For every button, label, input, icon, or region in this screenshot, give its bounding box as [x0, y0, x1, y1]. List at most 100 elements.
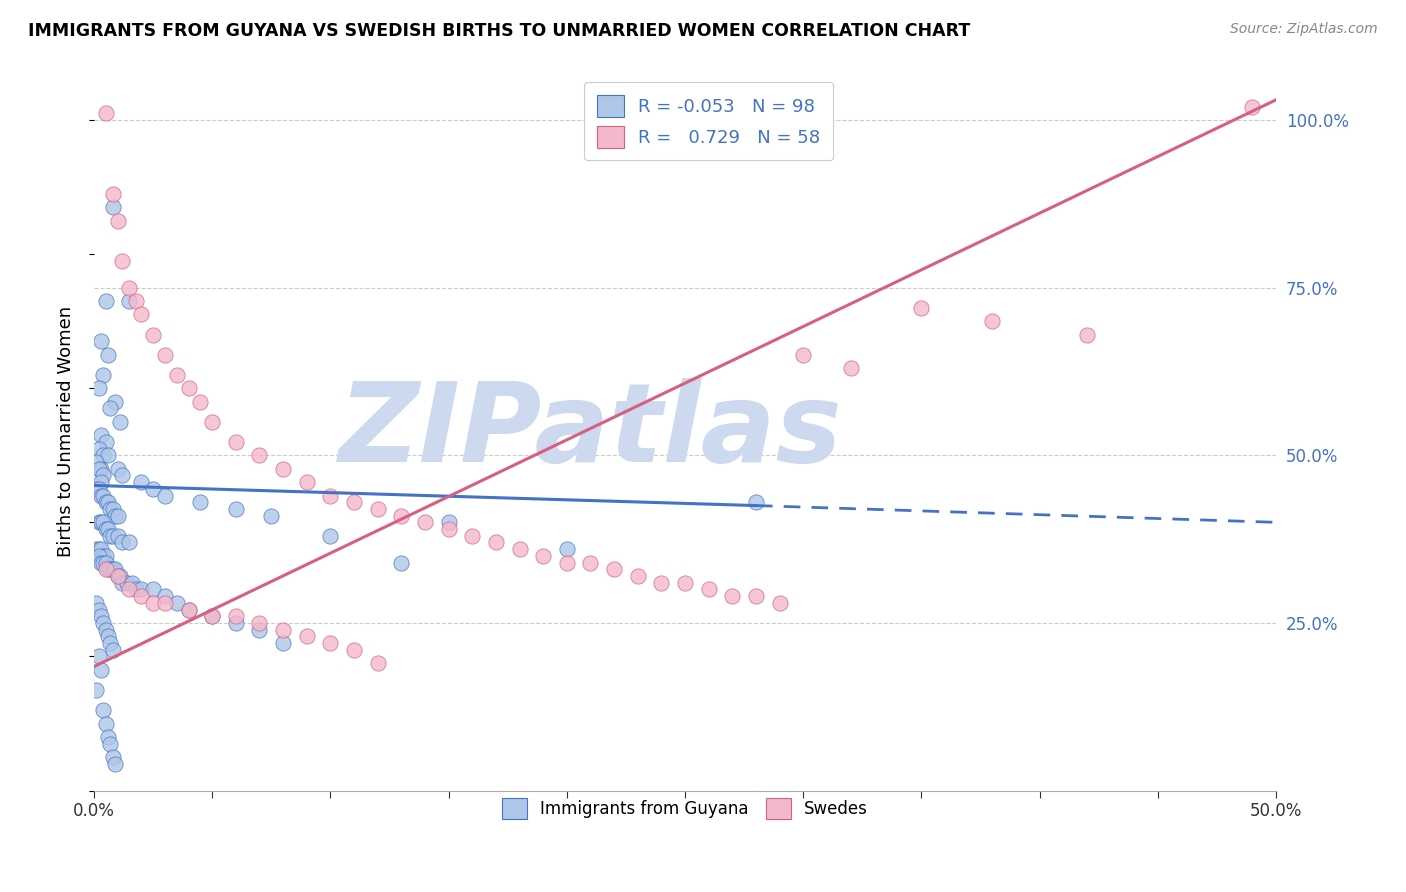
Point	[697, 582, 720, 597]
Point	[249, 623, 271, 637]
Point	[461, 529, 484, 543]
Point	[94, 562, 117, 576]
Point	[188, 394, 211, 409]
Point	[90, 609, 112, 624]
Point	[107, 213, 129, 227]
Point	[115, 575, 138, 590]
Point	[1241, 99, 1264, 113]
Point	[142, 482, 165, 496]
Point	[104, 394, 127, 409]
Point	[343, 642, 366, 657]
Point	[188, 495, 211, 509]
Point	[839, 361, 862, 376]
Point	[201, 609, 224, 624]
Point	[721, 589, 744, 603]
Point	[90, 516, 112, 530]
Point	[93, 615, 115, 630]
Point	[249, 615, 271, 630]
Point	[94, 716, 117, 731]
Point	[792, 348, 814, 362]
Point	[111, 468, 134, 483]
Point	[153, 488, 176, 502]
Point	[100, 562, 122, 576]
Point	[603, 562, 626, 576]
Point	[104, 508, 127, 523]
Point	[101, 642, 124, 657]
Point	[125, 582, 148, 597]
Point	[177, 381, 200, 395]
Point	[166, 368, 188, 382]
Point	[201, 609, 224, 624]
Point	[93, 703, 115, 717]
Point	[93, 549, 115, 563]
Point	[94, 434, 117, 449]
Point	[1076, 327, 1098, 342]
Point	[94, 556, 117, 570]
Point	[177, 602, 200, 616]
Point	[94, 549, 117, 563]
Y-axis label: Births to Unmarried Women: Births to Unmarried Women	[58, 306, 75, 558]
Point	[910, 301, 932, 315]
Point	[100, 401, 122, 416]
Point	[94, 293, 117, 308]
Point	[225, 502, 247, 516]
Point	[101, 750, 124, 764]
Point	[225, 434, 247, 449]
Point	[97, 448, 120, 462]
Point	[84, 455, 107, 469]
Point	[93, 556, 115, 570]
Point	[97, 348, 120, 362]
Point	[90, 556, 112, 570]
Point	[295, 475, 318, 489]
Point	[389, 508, 412, 523]
Point	[153, 589, 176, 603]
Point	[249, 448, 271, 462]
Point	[87, 602, 110, 616]
Point	[101, 562, 124, 576]
Point	[367, 656, 389, 670]
Point	[271, 461, 294, 475]
Point	[101, 200, 124, 214]
Point	[271, 636, 294, 650]
Point	[118, 582, 141, 597]
Point	[87, 516, 110, 530]
Point	[319, 488, 342, 502]
Point	[104, 562, 127, 576]
Point	[271, 623, 294, 637]
Point	[367, 502, 389, 516]
Point	[87, 442, 110, 456]
Point	[93, 368, 115, 382]
Point	[579, 556, 602, 570]
Point	[93, 448, 115, 462]
Point	[129, 475, 152, 489]
Point	[981, 314, 1004, 328]
Point	[153, 348, 176, 362]
Point	[768, 596, 790, 610]
Point	[389, 556, 412, 570]
Point	[413, 516, 436, 530]
Point	[107, 508, 129, 523]
Point	[104, 756, 127, 771]
Point	[107, 461, 129, 475]
Point	[319, 636, 342, 650]
Point	[100, 636, 122, 650]
Point	[295, 629, 318, 643]
Point	[94, 106, 117, 120]
Point	[107, 569, 129, 583]
Point	[100, 529, 122, 543]
Point	[97, 629, 120, 643]
Point	[225, 615, 247, 630]
Point	[627, 569, 650, 583]
Point	[97, 562, 120, 576]
Point	[129, 589, 152, 603]
Point	[90, 663, 112, 677]
Point	[87, 461, 110, 475]
Point	[745, 495, 768, 509]
Point	[129, 307, 152, 321]
Point	[650, 575, 672, 590]
Text: IMMIGRANTS FROM GUYANA VS SWEDISH BIRTHS TO UNMARRIED WOMEN CORRELATION CHART: IMMIGRANTS FROM GUYANA VS SWEDISH BIRTHS…	[28, 22, 970, 40]
Point	[153, 596, 176, 610]
Point	[125, 293, 148, 308]
Point	[485, 535, 508, 549]
Point	[97, 730, 120, 744]
